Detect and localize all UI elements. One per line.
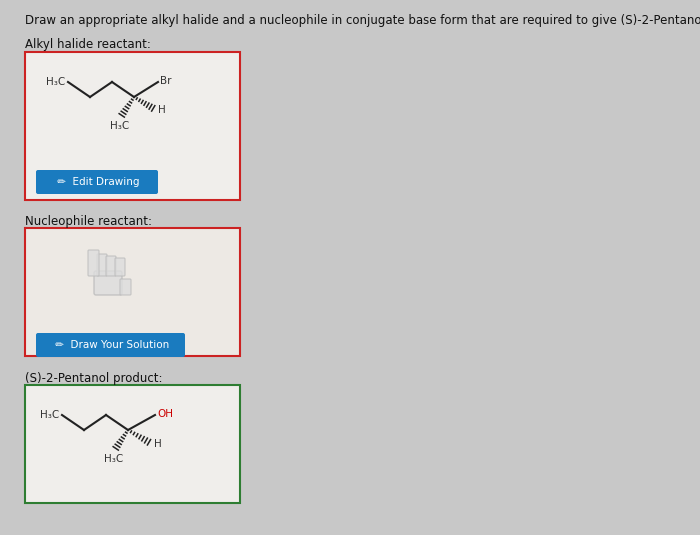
FancyBboxPatch shape: [36, 170, 158, 194]
FancyBboxPatch shape: [106, 256, 116, 276]
Text: H: H: [158, 105, 166, 115]
Text: Br: Br: [160, 76, 172, 86]
Text: ✏  Edit Drawing: ✏ Edit Drawing: [55, 177, 140, 187]
FancyBboxPatch shape: [94, 271, 122, 295]
Text: H: H: [154, 439, 162, 449]
Text: H₃C: H₃C: [40, 410, 59, 420]
Text: H₃C: H₃C: [46, 77, 65, 87]
Text: ✏  Draw Your Solution: ✏ Draw Your Solution: [52, 340, 169, 350]
Text: (S)-2-Pentanol product:: (S)-2-Pentanol product:: [25, 372, 162, 385]
FancyBboxPatch shape: [120, 279, 131, 295]
Text: Nucleophile reactant:: Nucleophile reactant:: [25, 215, 152, 228]
Text: Draw an appropriate alkyl halide and a nucleophile in conjugate base form that a: Draw an appropriate alkyl halide and a n…: [25, 14, 700, 27]
Text: H₃C: H₃C: [111, 121, 130, 131]
Bar: [25, 385, 240, 503]
FancyBboxPatch shape: [36, 333, 185, 357]
Text: H₃C: H₃C: [104, 454, 124, 464]
FancyBboxPatch shape: [88, 250, 99, 276]
Bar: [25, 228, 240, 356]
Text: OH: OH: [157, 409, 173, 419]
FancyBboxPatch shape: [115, 258, 125, 276]
FancyBboxPatch shape: [97, 254, 107, 276]
Text: Alkyl halide reactant:: Alkyl halide reactant:: [25, 38, 151, 51]
Bar: [25, 52, 240, 200]
